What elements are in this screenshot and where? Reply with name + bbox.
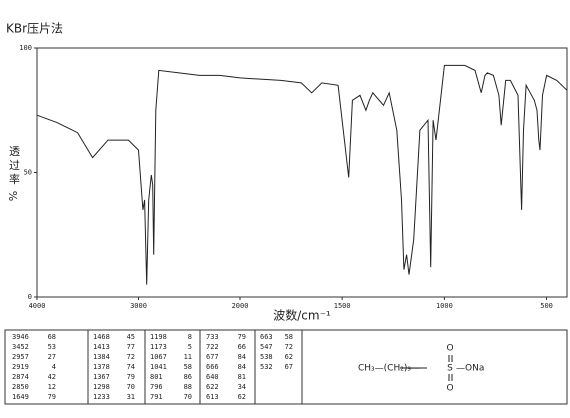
peak-transmittance: 72 (127, 353, 135, 361)
peak-wavenumber: 622 (206, 383, 219, 391)
peak-wavenumber: 1173 (150, 343, 167, 351)
peak-wavenumber: 666 (206, 363, 219, 371)
formula-ona: —ONa (456, 364, 484, 374)
x-tick-label: 4000 (29, 302, 46, 310)
peak-transmittance: 12 (48, 383, 56, 391)
formula-o: O (446, 384, 453, 394)
peak-transmittance: 68 (48, 333, 56, 341)
peak-transmittance: 70 (184, 393, 192, 401)
peak-wavenumber: 2850 (12, 383, 29, 391)
peak-transmittance: 77 (127, 343, 135, 351)
peak-transmittance: 5 (188, 343, 192, 351)
peak-wavenumber: 640 (206, 373, 219, 381)
plot-frame (36, 47, 568, 298)
peak-wavenumber: 1468 (93, 333, 110, 341)
peak-transmittance: 86 (184, 373, 192, 381)
peak-transmittance: 62 (238, 393, 246, 401)
peak-transmittance: 4 (52, 363, 56, 371)
peak-transmittance: 70 (127, 383, 135, 391)
peak-wavenumber: 1041 (150, 363, 167, 371)
peak-wavenumber: 613 (206, 393, 219, 401)
x-tick-label: 3000 (130, 302, 147, 310)
formula-chain: CH₃—(CH₂)₉— (358, 364, 420, 374)
formula-s: S (447, 364, 453, 374)
peak-wavenumber: 2957 (12, 353, 29, 361)
peak-transmittance: 58 (285, 333, 293, 341)
peak-transmittance: 81 (238, 373, 246, 381)
peak-transmittance: 88 (184, 383, 192, 391)
y-label-char: 率 (9, 172, 20, 186)
peak-transmittance: 84 (238, 353, 246, 361)
peak-wavenumber: 1233 (93, 393, 110, 401)
x-tick-label: 1500 (334, 302, 351, 310)
peak-wavenumber: 1378 (93, 363, 110, 371)
peak-transmittance: 53 (48, 343, 56, 351)
y-tick-label: 0 (28, 293, 32, 301)
peak-transmittance: 27 (48, 353, 56, 361)
peak-wavenumber: 547 (260, 343, 273, 351)
peak-transmittance: 34 (238, 383, 246, 391)
peak-transmittance: 74 (127, 363, 135, 371)
peak-wavenumber: 1198 (150, 333, 167, 341)
peak-wavenumber: 3946 (12, 333, 29, 341)
y-tick-label: 100 (19, 44, 32, 52)
peak-wavenumber: 796 (150, 383, 163, 391)
peak-transmittance: 8 (188, 333, 192, 341)
peak-wavenumber: 1367 (93, 373, 110, 381)
peak-transmittance: 79 (238, 333, 246, 341)
peak-table (4, 329, 568, 405)
y-label-unit: % (7, 191, 20, 201)
peak-transmittance: 42 (48, 373, 56, 381)
peak-transmittance: 45 (127, 333, 135, 341)
x-label: 波数/cm⁻¹ (273, 308, 331, 323)
peak-transmittance: 84 (238, 363, 246, 371)
peak-wavenumber: 801 (150, 373, 163, 381)
peak-wavenumber: 2874 (12, 373, 29, 381)
peak-wavenumber: 1067 (150, 353, 167, 361)
peak-wavenumber: 1384 (93, 353, 110, 361)
x-tick-label: 500 (540, 302, 553, 310)
peak-wavenumber: 722 (206, 343, 219, 351)
chart-title: KBr压片法 (6, 22, 63, 36)
y-label-char: 透 (9, 145, 20, 158)
x-tick-label: 2000 (232, 302, 249, 310)
peak-transmittance: 31 (127, 393, 135, 401)
peak-wavenumber: 791 (150, 393, 163, 401)
peak-wavenumber: 532 (260, 363, 273, 371)
peak-wavenumber: 3452 (12, 343, 29, 351)
peak-transmittance: 79 (127, 373, 135, 381)
spectrum-line (36, 64, 568, 285)
peak-transmittance: 67 (285, 363, 293, 371)
peak-wavenumber: 2919 (12, 363, 29, 371)
peak-transmittance: 62 (285, 353, 293, 361)
peak-wavenumber: 663 (260, 333, 273, 341)
peak-transmittance: 72 (285, 343, 293, 351)
peak-wavenumber: 1649 (12, 393, 29, 401)
peak-transmittance: 11 (184, 353, 192, 361)
peak-wavenumber: 538 (260, 353, 273, 361)
peak-transmittance: 66 (238, 343, 246, 351)
y-label-char: 过 (9, 159, 20, 172)
formula-o: O (446, 344, 453, 354)
peak-wavenumber: 677 (206, 353, 219, 361)
x-tick-label: 1000 (436, 302, 453, 310)
peak-wavenumber: 1298 (93, 383, 110, 391)
peak-wavenumber: 733 (206, 333, 219, 341)
peak-transmittance: 58 (184, 363, 192, 371)
y-tick-label: 50 (24, 169, 32, 177)
peak-wavenumber: 1413 (93, 343, 110, 351)
peak-transmittance: 79 (48, 393, 56, 401)
